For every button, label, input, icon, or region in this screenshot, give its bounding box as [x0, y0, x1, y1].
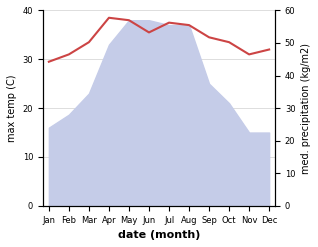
Y-axis label: max temp (C): max temp (C): [7, 74, 17, 142]
Y-axis label: med. precipitation (kg/m2): med. precipitation (kg/m2): [301, 43, 311, 174]
X-axis label: date (month): date (month): [118, 230, 200, 240]
